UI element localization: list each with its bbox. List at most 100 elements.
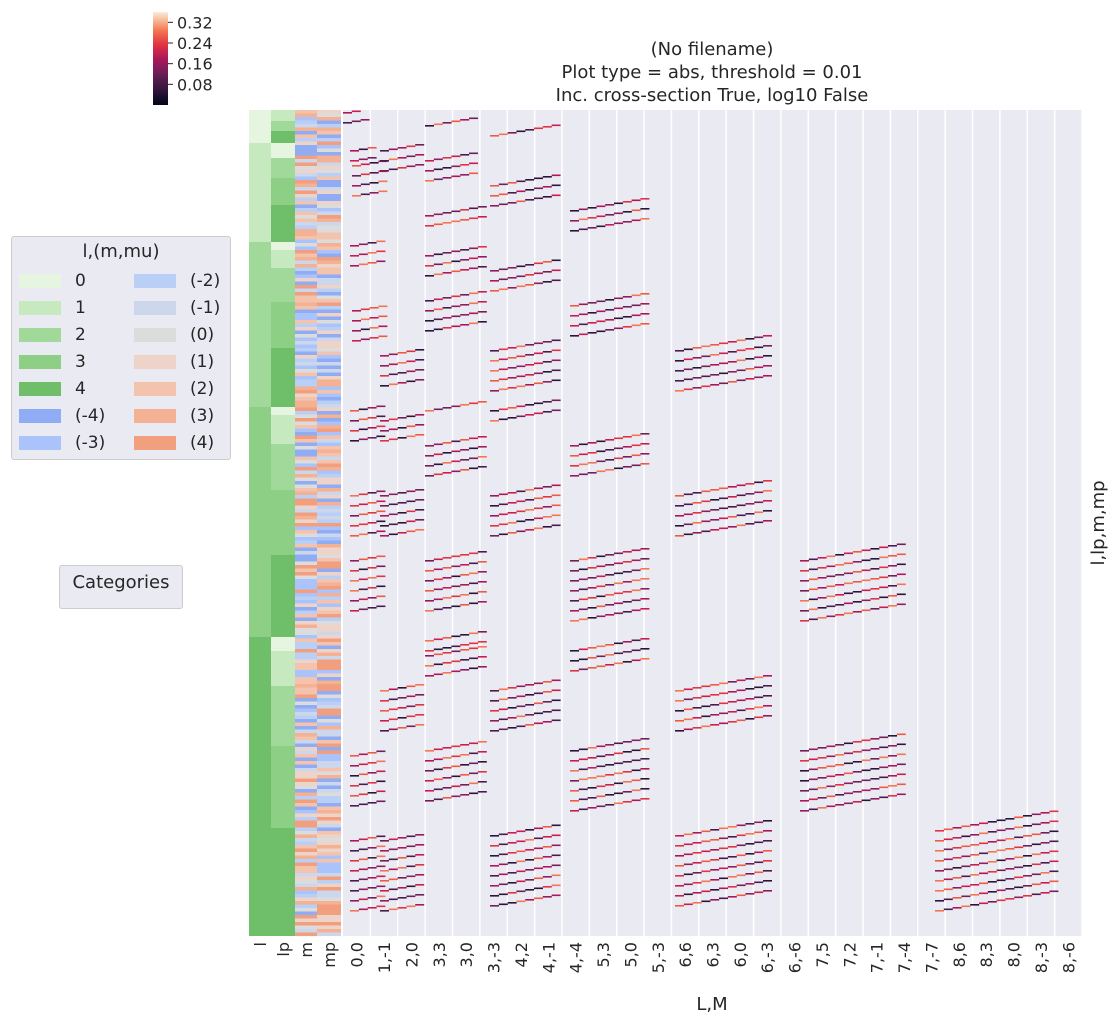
heatmap-cell bbox=[525, 529, 535, 531]
mp-annotation-cell bbox=[317, 421, 341, 426]
heatmap-cell bbox=[507, 892, 517, 894]
mp-annotation-cell bbox=[317, 124, 341, 128]
heatmap-cell bbox=[614, 562, 623, 565]
heatmap-cell bbox=[406, 425, 416, 428]
heatmap-cell bbox=[360, 308, 370, 311]
heatmap-cell bbox=[683, 503, 693, 506]
lp-annotation-cell bbox=[271, 205, 295, 242]
heatmap-cell bbox=[987, 851, 997, 853]
heatmap-cell bbox=[578, 443, 588, 446]
heatmap-cell bbox=[397, 437, 407, 439]
heatmap-cell bbox=[852, 751, 862, 753]
heatmap-cell bbox=[570, 475, 579, 477]
heatmap-cell bbox=[935, 840, 944, 842]
heatmap-cell bbox=[640, 548, 650, 550]
heatmap-cell bbox=[640, 568, 650, 570]
heatmap-cell bbox=[388, 688, 398, 691]
heatmap-cell bbox=[406, 500, 416, 503]
heatmap-cell bbox=[596, 320, 606, 323]
heatmap-cell bbox=[640, 218, 650, 220]
m-annotation-cell bbox=[295, 159, 317, 163]
heatmap-cell bbox=[692, 687, 702, 689]
heatmap-cell bbox=[727, 496, 737, 498]
heatmap-cell bbox=[640, 738, 650, 740]
heatmap-cell bbox=[763, 820, 772, 822]
heatmap-cell bbox=[745, 483, 755, 485]
heatmap-cell bbox=[888, 605, 897, 607]
heatmap-cell bbox=[719, 837, 728, 840]
heatmap-cell bbox=[587, 217, 597, 219]
heatmap-cell bbox=[952, 897, 962, 899]
heatmap-cell bbox=[376, 905, 386, 908]
heatmap-cell bbox=[640, 443, 650, 445]
heatmap-cell bbox=[477, 466, 487, 468]
heatmap-cell bbox=[701, 375, 711, 378]
heatmap-cell bbox=[710, 529, 720, 531]
heatmap-cell bbox=[745, 853, 755, 855]
legend-item: 4 bbox=[19, 379, 86, 399]
heatmap-cell bbox=[870, 798, 880, 800]
heatmap-cell bbox=[888, 565, 897, 567]
m-annotation-cell bbox=[295, 232, 317, 237]
heatmap-cell bbox=[425, 570, 434, 572]
heatmap-cell bbox=[587, 797, 597, 799]
m-annotation-cell bbox=[295, 652, 317, 657]
heatmap-cell bbox=[808, 598, 818, 601]
heatmap-cell bbox=[578, 208, 588, 211]
mp-annotation-cell bbox=[317, 726, 341, 730]
heatmap-cell bbox=[350, 430, 359, 432]
mp-annotation-cell bbox=[317, 512, 341, 517]
mp-annotation-cell bbox=[317, 355, 341, 359]
heatmap-cell bbox=[727, 361, 737, 363]
heatmap-cell bbox=[710, 714, 720, 716]
heatmap-cell bbox=[570, 445, 579, 447]
heatmap-cell bbox=[534, 362, 543, 365]
m-annotation-cell bbox=[295, 547, 317, 552]
heatmap-cell bbox=[640, 208, 650, 210]
heatmap-cell bbox=[490, 280, 499, 282]
heatmap-cell bbox=[433, 463, 443, 466]
heatmap-cell bbox=[1040, 892, 1050, 894]
heatmap-cell bbox=[1023, 865, 1032, 867]
heatmap-cell bbox=[442, 747, 452, 749]
heatmap-cell bbox=[692, 832, 702, 834]
heatmap-cell bbox=[376, 760, 386, 763]
heatmap-cell bbox=[622, 611, 632, 613]
mp-annotation-cell bbox=[317, 771, 341, 776]
heatmap-cell bbox=[425, 770, 434, 772]
heatmap-cell bbox=[490, 885, 499, 887]
heatmap-cell bbox=[433, 768, 443, 771]
heatmap-cell bbox=[516, 265, 526, 268]
mp-annotation-cell bbox=[317, 302, 341, 307]
m-annotation-cell bbox=[295, 516, 317, 520]
heatmap-cell bbox=[498, 903, 508, 906]
heatmap-cell bbox=[388, 898, 398, 901]
mp-annotation-cell bbox=[317, 117, 341, 121]
heatmap-cell bbox=[415, 349, 425, 351]
heatmap-cell bbox=[551, 894, 561, 897]
mp-annotation-cell bbox=[317, 572, 341, 576]
heatmap-cell bbox=[701, 530, 711, 533]
mp-annotation-cell bbox=[317, 323, 341, 328]
heatmap-cell bbox=[425, 760, 434, 762]
heatmap-cell bbox=[808, 788, 818, 791]
heatmap-cell bbox=[380, 880, 389, 882]
heatmap-cell bbox=[350, 775, 359, 777]
lp-annotation-cell bbox=[271, 131, 295, 143]
heatmap-cell bbox=[979, 872, 988, 875]
heatmap-cell bbox=[507, 717, 517, 719]
heatmap-cell bbox=[415, 424, 425, 426]
mp-annotation-cell bbox=[317, 173, 341, 177]
heatmap-cell bbox=[477, 601, 487, 603]
m-annotation-cell bbox=[295, 204, 317, 209]
mp-annotation-cell bbox=[317, 551, 341, 555]
heatmap-cell bbox=[477, 656, 487, 658]
heatmap-cell bbox=[551, 504, 561, 507]
legend-swatch bbox=[19, 355, 61, 369]
m-annotation-cell bbox=[295, 792, 317, 797]
heatmap-cell bbox=[800, 810, 809, 812]
heatmap-cell bbox=[460, 669, 470, 671]
heatmap-cell bbox=[406, 855, 416, 858]
heatmap-cell bbox=[433, 558, 443, 561]
heatmap-cell bbox=[460, 174, 470, 176]
